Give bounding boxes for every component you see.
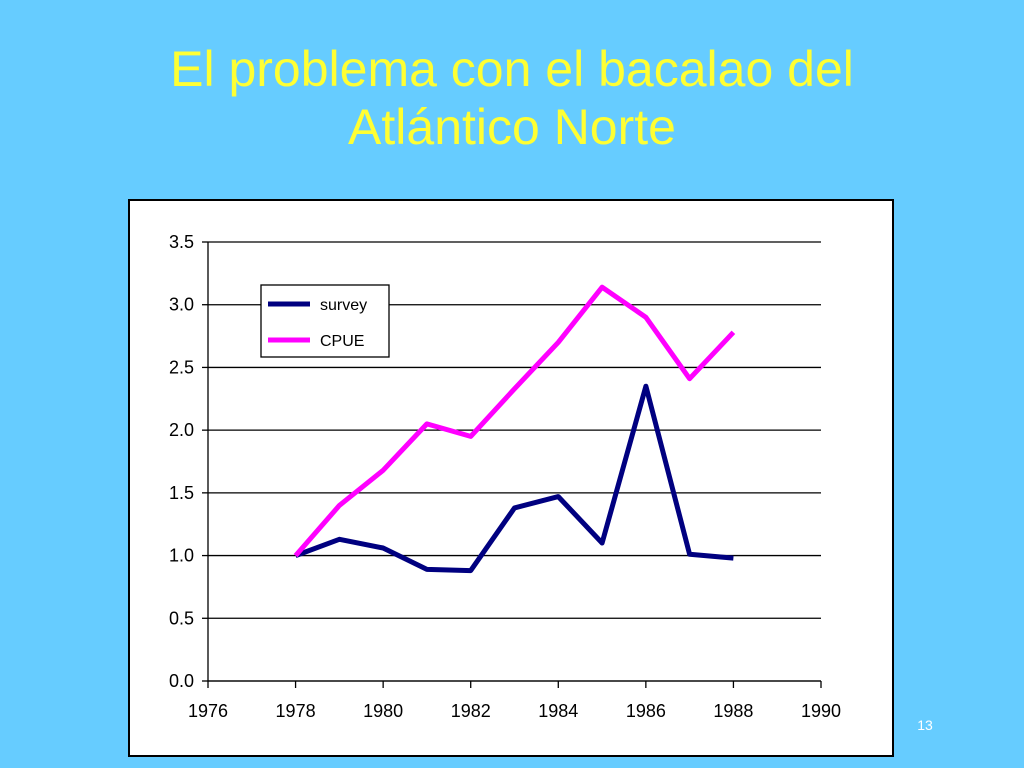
y-tick-label: 2.0 — [169, 420, 194, 440]
legend-box — [260, 284, 390, 358]
series-lines — [293, 284, 736, 574]
line-chart: 0.0 0.5 1.0 1.5 2.0 2.5 3.0 3.5 1976 1978 1980 1982… — [169, 232, 841, 721]
y-tick-label: 1.0 — [169, 546, 194, 566]
x-tick-label: 1978 — [276, 701, 316, 721]
x-tick-label: 1988 — [713, 701, 753, 721]
x-tick-label: 1982 — [451, 701, 491, 721]
y-tick-label: 3.5 — [169, 232, 194, 252]
x-tick-label: 1984 — [538, 701, 578, 721]
legend: survey CPUE — [260, 284, 390, 358]
x-tick-label: 1986 — [626, 701, 666, 721]
slide-title-line-1: El problema con el bacalao del — [170, 41, 854, 97]
page-number: 13 — [917, 717, 933, 733]
y-tick-label: 3.0 — [169, 295, 194, 315]
y-tick-label: 1.5 — [169, 483, 194, 503]
chart-frame: 0.0 0.5 1.0 1.5 2.0 2.5 3.0 3.5 1976 1978 1980 1982… — [128, 199, 894, 757]
x-tick-label: 1990 — [801, 701, 841, 721]
legend-label-survey: survey — [320, 297, 367, 314]
legend-label-cpue: CPUE — [320, 333, 364, 350]
y-tick-label: 2.5 — [169, 357, 194, 377]
axes: 0.0 0.5 1.0 1.5 2.0 2.5 3.0 3.5 1976 1978 1980 1982… — [169, 232, 841, 721]
series-line-cpue — [293, 284, 736, 558]
series-line-survey — [294, 383, 734, 574]
y-tick-label: 0.5 — [169, 608, 194, 628]
y-tick-label: 0.0 — [169, 671, 194, 691]
slide-title-line-2: Atlántico Norte — [348, 99, 676, 155]
x-tick-label: 1976 — [188, 701, 228, 721]
slide-title: El problema con el bacalao del Atlántico… — [0, 40, 1024, 156]
x-tick-label: 1980 — [363, 701, 403, 721]
